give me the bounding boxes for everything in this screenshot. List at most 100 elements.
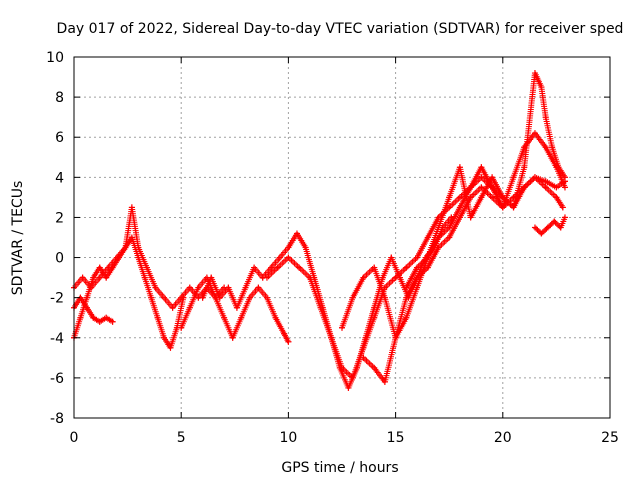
data-point	[225, 284, 232, 291]
data-point	[510, 174, 517, 181]
data-point	[77, 314, 84, 321]
data-point	[499, 194, 506, 201]
data-point	[489, 184, 496, 191]
series-trace-10	[531, 214, 568, 237]
data-point	[88, 284, 95, 291]
data-point	[478, 174, 485, 181]
data-point	[555, 164, 562, 171]
data-point	[90, 314, 97, 321]
data-point	[531, 224, 538, 231]
data-point	[424, 254, 431, 261]
data-point	[306, 274, 313, 281]
data-point	[538, 230, 545, 237]
data-point	[105, 264, 112, 271]
data-point	[549, 144, 556, 151]
data-point	[371, 314, 378, 321]
data-point	[456, 194, 463, 201]
data-point	[274, 264, 281, 271]
data-point	[349, 294, 356, 301]
data-point	[339, 324, 345, 331]
data-point	[553, 194, 560, 201]
y-tick-label: 6	[55, 130, 64, 146]
data-point	[381, 378, 388, 385]
data-point	[521, 164, 528, 171]
data-point	[302, 244, 309, 251]
data-point	[478, 194, 485, 201]
data-point	[371, 264, 378, 271]
data-point	[281, 330, 288, 337]
data-point	[96, 274, 103, 281]
data-point	[446, 234, 453, 241]
data-point	[83, 294, 90, 301]
data-point	[538, 84, 545, 91]
data-point	[167, 344, 174, 351]
data-point	[531, 130, 538, 137]
data-point	[251, 264, 258, 271]
data-point	[255, 284, 262, 291]
data-point	[317, 304, 324, 311]
y-tick-label: 2	[55, 210, 64, 226]
data-point	[128, 204, 135, 211]
data-point	[186, 284, 193, 291]
data-point	[531, 174, 538, 181]
data-point	[109, 318, 116, 325]
data-point	[381, 294, 388, 301]
data-point	[152, 284, 159, 291]
data-point	[392, 334, 399, 341]
data-point	[467, 184, 474, 191]
data-point	[542, 184, 549, 191]
data-point	[424, 264, 431, 271]
data-point	[263, 274, 270, 281]
data-point	[178, 294, 185, 301]
data-point	[542, 114, 549, 121]
data-point	[456, 164, 463, 171]
data-point	[489, 194, 496, 201]
data-point	[559, 204, 566, 211]
data-point	[561, 184, 568, 191]
data-point	[414, 274, 421, 281]
data-point	[478, 164, 485, 171]
y-tick-label: -4	[50, 331, 64, 347]
data-point	[360, 354, 367, 361]
data-point	[293, 230, 300, 237]
x-axis-ticks: 0 5 10 15 20 25	[70, 57, 619, 446]
data-point	[268, 264, 275, 271]
data-point	[141, 274, 148, 281]
data-point	[499, 204, 506, 211]
data-point	[467, 194, 474, 201]
data-point	[456, 204, 463, 211]
data-point	[360, 274, 367, 281]
axes-frame	[73, 56, 611, 419]
y-tick-label: -2	[50, 291, 64, 307]
y-axis-label: SDTVAR / TECUs	[10, 181, 26, 296]
data-point	[446, 194, 453, 201]
data-point	[186, 304, 193, 311]
data-point	[285, 254, 292, 261]
data-point	[103, 274, 110, 281]
data-point	[246, 294, 253, 301]
data-point	[521, 184, 528, 191]
chart-title: Day 017 of 2022, Sidereal Day-to-day VTE…	[57, 21, 624, 37]
data-point	[276, 254, 283, 261]
data-point	[557, 224, 564, 231]
data-point	[339, 364, 345, 371]
data-point	[263, 294, 270, 301]
data-point	[169, 304, 176, 311]
y-tick-label: -6	[50, 371, 64, 387]
data-point	[551, 218, 558, 225]
x-tick-label: 15	[387, 430, 405, 446]
data-point	[414, 254, 421, 261]
data-point	[161, 334, 168, 341]
data-point	[349, 374, 356, 381]
data-point	[392, 274, 399, 281]
data-point	[122, 244, 129, 251]
x-tick-label: 5	[177, 430, 186, 446]
data-point	[403, 284, 410, 291]
y-tick-label: 8	[55, 90, 64, 106]
data-point	[456, 214, 463, 221]
data-point	[478, 184, 485, 191]
data-point	[154, 314, 161, 321]
data-point	[510, 204, 517, 211]
series-trace-4	[178, 274, 292, 345]
